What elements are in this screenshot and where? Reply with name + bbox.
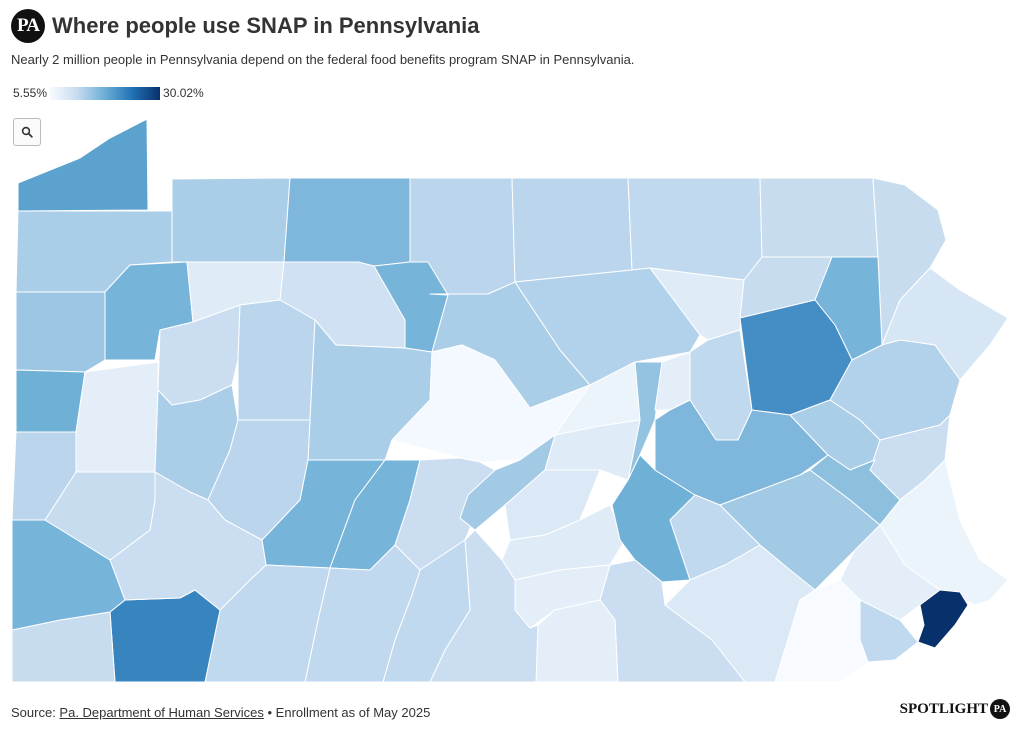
pennsylvania-county-map — [11, 118, 1009, 683]
brand-wordmark: SPOTLIGHT — [899, 700, 988, 717]
legend-gradient-bar — [50, 86, 161, 100]
enrollment-note: • Enrollment as of May 2025 — [263, 705, 431, 720]
legend-max-label: 30.02% — [163, 86, 204, 100]
search-icon — [21, 126, 33, 138]
source-prefix: Source: — [11, 705, 60, 720]
header: PA Where people use SNAP in Pennsylvania — [11, 9, 480, 43]
county-butler[interactable] — [75, 361, 159, 473]
legend-min-label: 5.55% — [13, 86, 48, 100]
source-line: Source: Pa. Department of Human Services… — [11, 705, 430, 720]
county-erie[interactable] — [17, 118, 149, 212]
county-snyder[interactable] — [544, 419, 641, 481]
color-legend: 5.55% 30.02% — [13, 86, 204, 100]
county-tioga[interactable] — [511, 177, 633, 283]
county-beaver[interactable] — [11, 431, 77, 521]
brand-badge: PA — [990, 699, 1010, 719]
pa-logo: PA — [11, 9, 45, 43]
county-fayette[interactable] — [109, 589, 221, 683]
county-philadelphia[interactable] — [917, 589, 969, 649]
county-mercer[interactable] — [15, 291, 106, 373]
search-button[interactable] — [13, 118, 41, 146]
source-link[interactable]: Pa. Department of Human Services — [59, 705, 264, 720]
map-title: Where people use SNAP in Pennsylvania — [52, 13, 480, 38]
county-bradford[interactable] — [627, 177, 763, 281]
spotlight-pa-logo: SPOTLIGHT PA — [900, 699, 1010, 719]
county-lawrence[interactable] — [15, 369, 86, 433]
county-mckean[interactable] — [283, 177, 411, 267]
county-montour[interactable] — [654, 351, 691, 411]
county-susquehanna[interactable] — [759, 177, 879, 258]
county-warren[interactable] — [171, 177, 291, 263]
map-subtitle: Nearly 2 million people in Pennsylvania … — [11, 52, 635, 67]
pa-logo-text: PA — [17, 15, 40, 36]
county-jefferson[interactable] — [237, 299, 316, 421]
